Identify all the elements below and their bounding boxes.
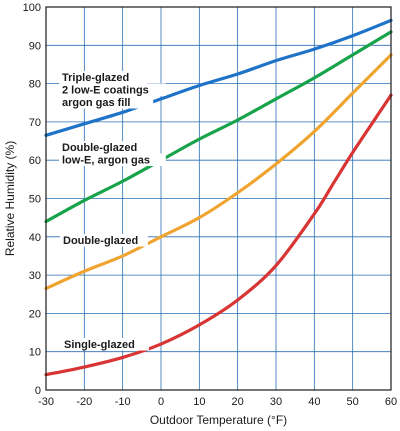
- annotation-line: 2 low-E coatings: [62, 85, 149, 97]
- y-tick-label: 70: [29, 117, 41, 129]
- series-lines: [44, 18, 393, 377]
- y-tick-label: 80: [29, 79, 41, 91]
- annotation-double-glazed: Double-glazed: [60, 234, 148, 247]
- series-line-triple-glazed: [44, 18, 393, 137]
- x-tick-label: 60: [385, 396, 397, 408]
- x-tick-label: 30: [270, 396, 282, 408]
- series-line-double-glazed-low-e: [44, 30, 393, 224]
- annotation-background: [59, 83, 166, 96]
- x-tick-label: 10: [193, 396, 205, 408]
- y-tick-label: 90: [29, 40, 41, 52]
- series-line-single-glazed: [44, 93, 393, 377]
- y-axis-label: Relative Humidity (%): [3, 141, 17, 256]
- annotation-background: [60, 234, 148, 247]
- y-tick-label: 0: [35, 385, 41, 397]
- y-tick-label: 60: [29, 155, 41, 167]
- y-tick-label: 10: [29, 347, 41, 359]
- y-tick-label: 50: [29, 194, 41, 206]
- annotation-line: Single-glazed: [64, 339, 135, 351]
- x-tick-label: 40: [308, 396, 320, 408]
- annotation-background: [59, 71, 147, 84]
- tick-labels: -30 -20 -10 0 10 20 30 40 50 60 0 10 20 30 40 50 60 70 80 9…: [23, 2, 397, 408]
- y-tick-label: 30: [29, 270, 41, 282]
- x-tick-label: -10: [115, 396, 131, 408]
- annotation-line: argon gas fill: [62, 97, 130, 109]
- annotation-background: [61, 338, 149, 351]
- annotation-line: Triple-glazed: [62, 72, 129, 84]
- annotation-background: [59, 141, 147, 154]
- annotation-line: low-E, argon gas: [62, 155, 150, 167]
- annotation-background: [59, 96, 154, 109]
- x-tick-label: 20: [232, 396, 244, 408]
- x-tick-label: 50: [347, 396, 359, 408]
- y-tick-label: 100: [23, 2, 41, 14]
- x-axis-label: Outdoor Temperature (°F): [150, 413, 287, 427]
- plot-frame: [45, 6, 392, 391]
- y-tick-label: 20: [29, 308, 41, 320]
- x-tick-label: -30: [38, 396, 54, 408]
- annotation-background: [59, 153, 166, 166]
- series-line-double-glazed: [44, 53, 393, 291]
- annotation-line: Double-glazed: [63, 235, 138, 247]
- y-tick-label: 40: [29, 232, 41, 244]
- annotation-line: Double-glazed: [62, 142, 137, 154]
- x-tick-label: -20: [76, 396, 92, 408]
- x-tick-label: 0: [158, 396, 164, 408]
- annotation-single-glazed: Single-glazed: [61, 338, 149, 351]
